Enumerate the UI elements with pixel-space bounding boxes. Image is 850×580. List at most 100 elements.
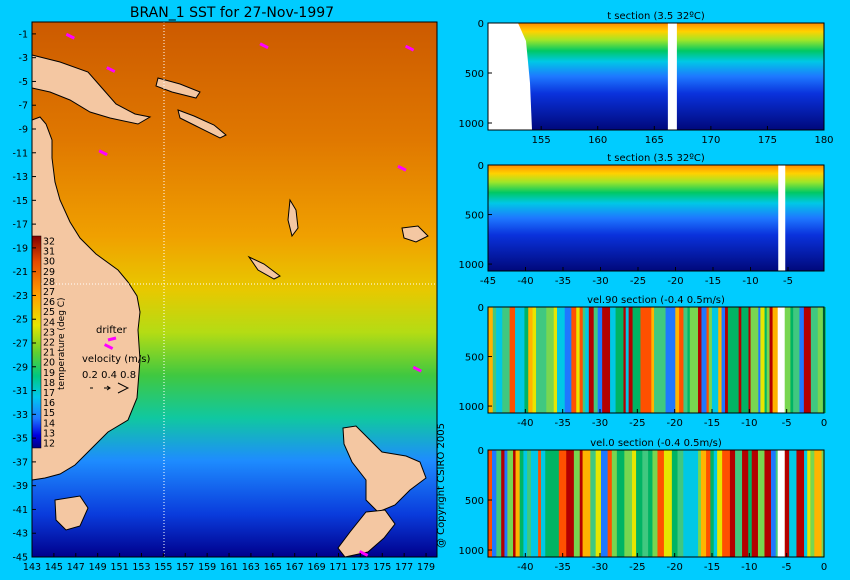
velocity-band [573, 450, 578, 557]
velocity-band [543, 307, 547, 413]
section-frame [487, 164, 825, 272]
drifter-marker [106, 66, 116, 73]
velocity-band [536, 307, 545, 413]
colorbar-tick-label: 25 [43, 307, 55, 318]
section-x-tick-label: -25 [630, 276, 646, 287]
velocity-band [757, 450, 765, 557]
map-x-tick-label: 143 [23, 562, 41, 573]
velocity-band [721, 307, 726, 413]
velocity-band [625, 307, 630, 413]
velocity-band [810, 307, 819, 413]
colorbar-tick-label: 28 [43, 277, 55, 288]
map-y-tick-label: -13 [12, 172, 28, 183]
map-y-tick-label: -11 [12, 148, 28, 159]
drifter-legend-marker [107, 336, 117, 342]
missing-data-gap [667, 23, 677, 130]
section-x-tick-label: -40 [517, 276, 533, 287]
velocity-band [748, 450, 753, 557]
section-x-tick-label: -20 [667, 276, 683, 287]
velocity-band [623, 307, 627, 413]
velocity-band [701, 307, 707, 413]
velocity-band [683, 307, 688, 413]
section-x-tick-label: 160 [588, 135, 607, 146]
velocity-band [582, 307, 586, 413]
colorbar-tick-label: 32 [43, 237, 55, 248]
colorbar-tick-label: 12 [43, 438, 55, 449]
velocity-band [735, 450, 743, 557]
land-australia [31, 116, 141, 481]
velocity-band [600, 450, 609, 557]
colorbar-tick-label: 19 [43, 368, 55, 379]
velocity-band [496, 450, 502, 557]
drifter-marker [397, 164, 407, 172]
velocity-band [632, 307, 641, 413]
velocity-band [585, 307, 590, 413]
velocity-band [706, 307, 710, 413]
velocity-band [729, 450, 736, 557]
velocity-band [651, 307, 655, 413]
velocity-band [607, 450, 613, 557]
colorbar-tick-label: 13 [43, 428, 55, 439]
map-y-tick-label: -43 [12, 529, 28, 540]
drifter-marker [404, 44, 415, 52]
land-vanuatu [287, 198, 299, 238]
velocity-band [513, 450, 517, 557]
velocity-band [524, 307, 529, 413]
map-y-tick-label: -25 [12, 315, 28, 326]
velocity-band [527, 450, 532, 557]
velocity-band [772, 307, 779, 413]
colorbar-tick-label: 14 [43, 418, 55, 429]
velocity-band [571, 307, 577, 413]
velocity-band [790, 307, 794, 413]
map-y-tick-label: -39 [12, 481, 28, 492]
section-x-tick-label: -30 [592, 276, 608, 287]
map-x-tick-label: 167 [286, 562, 304, 573]
map-y-tick-label: -37 [12, 457, 28, 468]
section-x-tick-label: 180 [814, 135, 833, 146]
section-panel-2: t section (3.5 32ºC) -45 -40 -35 -30 -25 -20 -1… [459, 153, 825, 287]
figure-title: BRAN_1 SST for 27-Nov-1997 [130, 5, 334, 21]
copyright-notice: @ Copyright CSIRO 2005 [436, 423, 447, 548]
velocity-band [528, 307, 534, 413]
velocity-band [687, 307, 691, 413]
velocity-band [804, 450, 808, 557]
section-panel-4: vel.0 section (-0.4 0.5m/s) -40 -35 -30 -25 -… [459, 438, 828, 573]
map-x-tick-label: 175 [373, 562, 391, 573]
velocity-band [610, 307, 617, 413]
velocity-band [760, 307, 766, 413]
section-x-tick-label: -45 [480, 276, 496, 287]
velocity-scale-values: 0.2 0.4 0.8 [82, 370, 136, 381]
velocity-band [663, 450, 673, 557]
drifter-marker [259, 42, 269, 50]
velocity-band [488, 450, 493, 557]
velocity-band [742, 450, 749, 557]
velocity-band [796, 450, 805, 557]
missing-data-gap [777, 307, 785, 413]
velocity-band [519, 450, 524, 557]
velocity-band [675, 307, 680, 413]
velocity-band [677, 450, 684, 557]
map-x-axis: 143 145 147 149 151 153 155 157 159 161 163 165 167 1… [23, 553, 435, 573]
velocity-band [636, 450, 643, 557]
velocity-band [509, 307, 514, 413]
colorbar-tick-label: 17 [43, 388, 55, 399]
section-x-tick-label: -40 [517, 562, 533, 573]
section-y-tick-label: 0 [478, 303, 484, 314]
velocity-band [713, 450, 718, 557]
section-x-tick-label: 0 [821, 418, 827, 429]
drifter-marker [412, 365, 422, 373]
velocity-band [566, 450, 575, 557]
velocity-band [769, 307, 774, 413]
velocity-band [579, 307, 584, 413]
section-frame [487, 449, 825, 558]
velocity-band [784, 307, 791, 413]
velocity-arrows [90, 382, 130, 394]
velocity-band [538, 450, 542, 557]
map-x-tick-label: 151 [110, 562, 128, 573]
velocity-band [624, 450, 633, 557]
map-y-tick-label: -5 [19, 77, 28, 88]
velocity-band [492, 307, 497, 413]
map-y-tick-label: -17 [12, 220, 28, 231]
velocity-band [595, 450, 602, 557]
velocity-band [748, 307, 752, 413]
